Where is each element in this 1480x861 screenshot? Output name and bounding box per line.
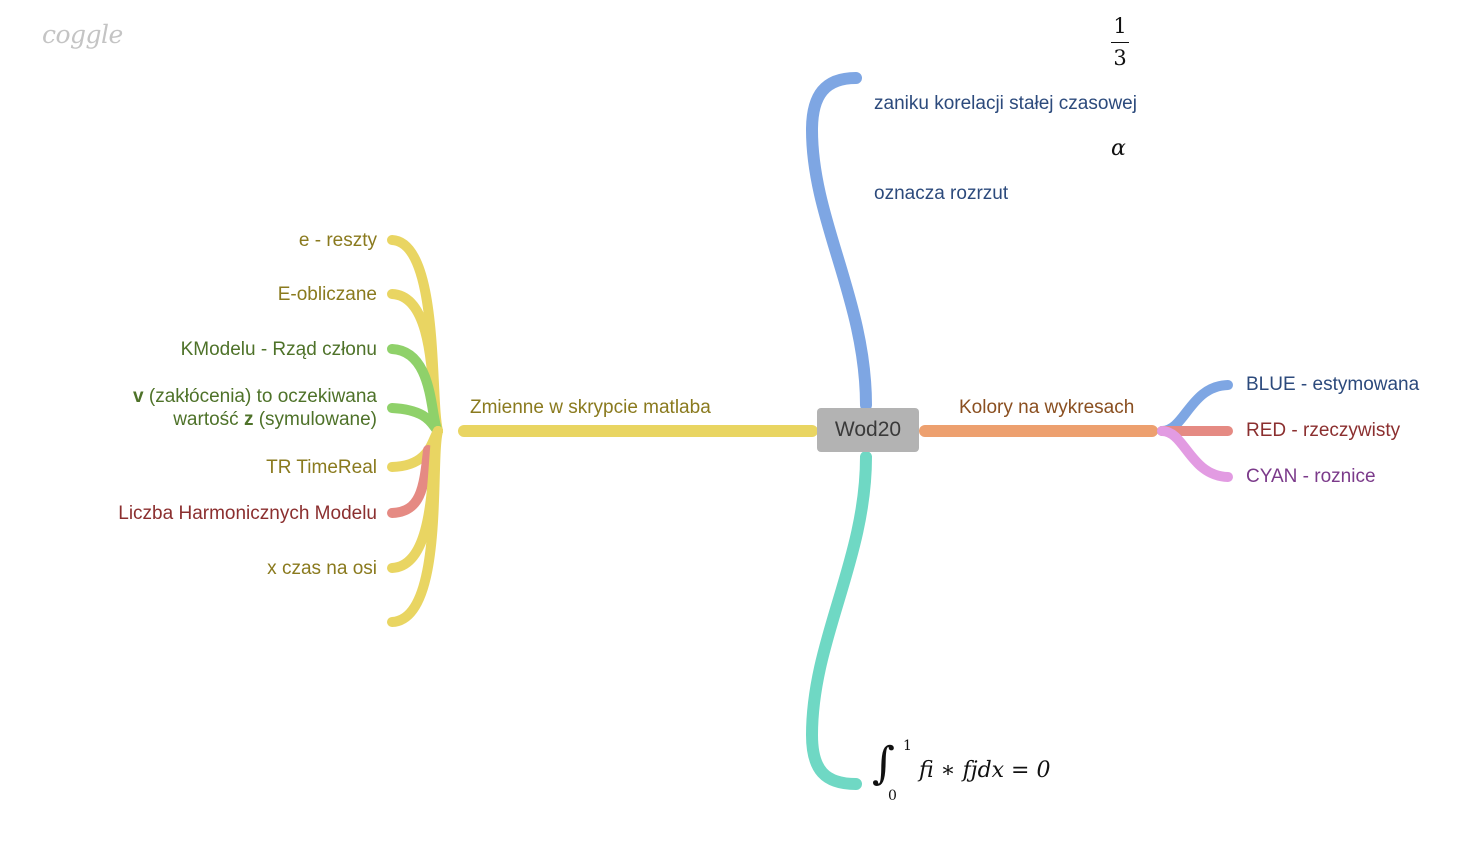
node-cyan[interactable]: CYAN - roznice xyxy=(1246,466,1376,487)
integral-expression: fi ∗ fjdx = 0 xyxy=(919,758,1051,783)
node-obliczane[interactable]: E-obliczane xyxy=(277,284,377,305)
branch-label-variables[interactable]: Zmienne w skrypcie matlaba xyxy=(470,397,711,418)
center-node-label: Wod20 xyxy=(834,418,902,441)
node-blue[interactable]: BLUE - estymowana xyxy=(1246,374,1420,395)
link-empty xyxy=(387,426,443,627)
math-integral-node[interactable]: ∫ 1 0 fi ∗ fjdx = 0 xyxy=(872,738,1072,808)
node-zaklocenia-text2: wartość xyxy=(173,409,244,430)
node-zaklocenia-bold-v: v xyxy=(133,386,144,407)
node-zaniku[interactable]: zaniku korelacji stałej czasowej xyxy=(874,93,1137,114)
fraction-denominator: 3 xyxy=(1113,46,1127,70)
node-zaklocenia-line1: v (zakłócenia) to oczekiwana xyxy=(133,385,377,408)
link-top xyxy=(805,72,872,411)
fraction-bar xyxy=(1111,42,1129,43)
integral-sign: ∫ xyxy=(872,738,895,789)
node-timereal[interactable]: TR TimeReal xyxy=(266,457,377,478)
node-zaklocenia[interactable]: v (zakłócenia) to oczekiwana wartość z (… xyxy=(133,385,377,431)
node-zaklocenia-bold-z: z xyxy=(243,409,254,430)
node-zaklocenia-text3: (symulowane) xyxy=(253,409,377,430)
math-alpha[interactable]: α xyxy=(1111,136,1126,161)
node-kmodelu[interactable]: KModelu - Rząd członu xyxy=(180,339,377,360)
fraction-numerator: 1 xyxy=(1113,14,1127,38)
link-harmonicznych xyxy=(387,445,433,518)
node-red[interactable]: RED - rzeczywisty xyxy=(1246,420,1401,441)
integral-lower-limit: 0 xyxy=(888,788,897,804)
branch-label-colors[interactable]: Kolory na wykresach xyxy=(959,397,1135,418)
node-zaklocenia-text1: (zakłócenia) to oczekiwana xyxy=(143,386,377,407)
node-harmonicznych[interactable]: Liczba Harmonicznych Modelu xyxy=(118,503,377,524)
link-bottom xyxy=(805,451,872,790)
center-node[interactable]: Wod20 xyxy=(817,408,919,452)
node-rozrzut[interactable]: oznacza rozrzut xyxy=(874,183,1009,204)
node-czas[interactable]: x czas na osi xyxy=(267,558,377,579)
math-fraction[interactable]: 1 3 xyxy=(1111,14,1129,70)
node-zaklocenia-line2: wartość z (symulowane) xyxy=(133,408,377,431)
link-cyan xyxy=(1157,426,1233,482)
link-blue xyxy=(1157,380,1233,436)
integral-upper-limit: 1 xyxy=(903,738,912,754)
coggle-logo[interactable]: coggle xyxy=(42,20,123,49)
node-reszty[interactable]: e - reszty xyxy=(298,230,377,251)
